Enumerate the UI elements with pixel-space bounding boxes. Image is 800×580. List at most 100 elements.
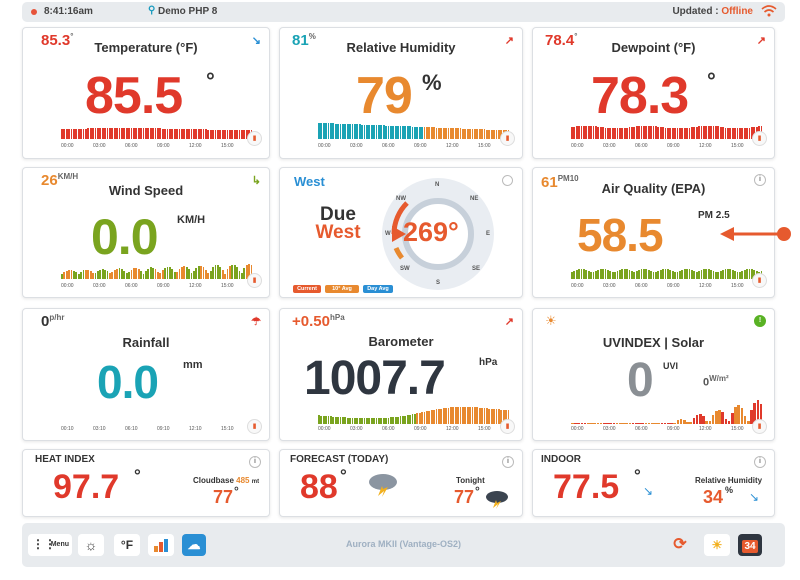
charts-button[interactable] <box>148 534 174 556</box>
due-direction: Due West <box>298 205 378 242</box>
history-bar <box>149 267 152 279</box>
history-bar <box>346 418 349 424</box>
history-bar <box>756 400 760 424</box>
history-bar <box>423 412 426 424</box>
history-bar <box>221 130 224 139</box>
history-bar <box>145 271 147 279</box>
wind-chart-button[interactable]: ▮ <box>247 273 262 288</box>
history-bar <box>61 129 63 139</box>
indoor-card[interactable]: INDOOR i 77.5 ° ↘ Relative Humidity 34 %… <box>532 449 775 517</box>
history-bar <box>719 271 722 279</box>
rain-rate-value: 0p/hr <box>41 313 65 330</box>
history-bar <box>173 272 176 279</box>
history-bar <box>718 410 721 424</box>
history-bar <box>354 124 356 139</box>
rain-chart-button[interactable]: ▮ <box>247 419 262 434</box>
history-bar <box>500 410 503 424</box>
temperature-degree: ° <box>206 68 215 93</box>
clock-time: 8:41:16am <box>44 6 93 17</box>
history-bar <box>94 128 97 139</box>
dewpoint-card[interactable]: 78.4° ↗ Dewpoint (°F) 78.3 ° 00:00 03:00 0… <box>532 27 775 159</box>
history-bar <box>652 272 655 279</box>
history-bar <box>703 126 705 139</box>
info-icon[interactable]: i <box>754 456 766 468</box>
calendar-button[interactable]: 34 <box>738 534 762 556</box>
history-bar <box>731 413 734 424</box>
axis-tick-label: 03:00 <box>93 143 106 149</box>
refresh-button[interactable]: ⟳ <box>668 534 692 556</box>
history-bar <box>137 128 140 139</box>
temperature-min-value: 85.3° <box>41 32 74 49</box>
history-bar <box>245 130 248 139</box>
history-bar <box>573 127 576 139</box>
tonight-label: Tonight <box>456 476 485 485</box>
weather-app-button[interactable]: ☁ <box>182 534 206 556</box>
compass-sw: SW <box>400 266 410 272</box>
heat-index-card[interactable]: HEAT INDEX i 97.7 ° Cloudbase 485 mt 77 … <box>22 449 270 517</box>
history-bar <box>426 127 428 139</box>
wind-gust-value: 26KM/H <box>41 172 79 189</box>
temperature-chart-button[interactable]: ▮ <box>247 131 262 146</box>
history-bar <box>188 129 190 139</box>
history-bar <box>507 410 510 424</box>
history-bar <box>142 274 145 279</box>
history-bar <box>159 273 162 279</box>
night-storm-icon <box>486 491 508 509</box>
lightbulb-icon: ☀ <box>711 538 723 552</box>
uv-solar-card[interactable]: ☀ ! UVINDEX | Solar 0 UVI 0W/m² 00:00 03:… <box>532 308 775 441</box>
trend-up-icon: ↗ <box>504 35 514 47</box>
history-bar <box>109 273 111 279</box>
history-bar <box>727 269 729 279</box>
axis-tick-label: 00:00 <box>61 283 74 289</box>
barometer-chart-button[interactable]: ▮ <box>500 419 515 434</box>
compass-settings-icon[interactable] <box>502 175 513 186</box>
air-quality-chart-button[interactable]: ▮ <box>752 273 767 288</box>
history-bar <box>212 130 214 139</box>
theme-toggle-button[interactable]: ☼ <box>78 534 104 556</box>
history-bar <box>380 125 383 139</box>
history-bar <box>731 270 734 279</box>
history-bar <box>183 129 186 139</box>
info-icon[interactable]: i <box>754 174 766 186</box>
alerts-button[interactable]: ☀ <box>704 534 730 556</box>
axis-tick-label: 15:10 <box>221 426 234 432</box>
unit-label: °F <box>120 538 134 552</box>
history-bar <box>597 270 600 279</box>
history-bar <box>397 126 399 139</box>
axis-tick-label: 00:10 <box>61 426 74 432</box>
legend-day-avg: Day Avg <box>363 285 393 293</box>
history-bar <box>647 126 650 139</box>
info-icon[interactable]: i <box>249 456 261 468</box>
compass-se: SE <box>472 266 481 272</box>
history-bar <box>450 128 452 139</box>
rainfall-card[interactable]: 0p/hr ☂ Rainfall 0.0 mm 00:10 03:10 06:10 0… <box>22 308 270 441</box>
temperature-card[interactable]: 85.3° ↘ Temperature (°F) 85.5 ° 00:00 03:… <box>22 27 270 159</box>
axis-tick-label: 06:00 <box>382 143 395 149</box>
history-bar <box>399 416 402 424</box>
station-name[interactable]: Demo PHP 8 <box>158 6 218 17</box>
wind-speed-card[interactable]: 26KM/H ↳ Wind Speed 0.0 KM/H 00:00 03:00 0… <box>22 167 270 298</box>
dewpoint-chart-button[interactable]: ▮ <box>752 131 767 146</box>
history-bar <box>116 128 118 139</box>
history-bar <box>710 126 712 139</box>
info-icon[interactable]: i <box>502 456 514 468</box>
history-bar <box>654 423 657 424</box>
menu-button[interactable]: ⋮⋮ Menu <box>28 534 72 556</box>
history-bar <box>616 128 619 139</box>
uv-chart-button[interactable]: ▮ <box>752 419 767 434</box>
history-bar <box>193 271 195 279</box>
temperature-history-chart <box>61 125 253 139</box>
history-bar <box>378 125 380 139</box>
barometer-card[interactable]: +0.50hPa ↗ Barometer 1007.7 hPa 00:00 03:… <box>279 308 523 441</box>
forecast-card[interactable]: FORECAST (TODAY) i 88 ° Tonight 77 ° <box>279 449 523 517</box>
history-bar <box>442 408 445 424</box>
humidity-chart-button[interactable]: ▮ <box>500 131 515 146</box>
history-bar <box>243 268 246 279</box>
wind-speed-title: Wind Speed <box>108 183 184 198</box>
uv-alert-icon[interactable]: ! <box>754 315 766 327</box>
history-bar <box>423 127 426 139</box>
history-bar <box>734 271 736 279</box>
unit-toggle-button[interactable]: °F <box>114 534 140 556</box>
history-bar <box>702 416 705 424</box>
humidity-card[interactable]: 81% ↗ Relative Humidity 79 % 00:00 03:00 0… <box>279 27 523 159</box>
